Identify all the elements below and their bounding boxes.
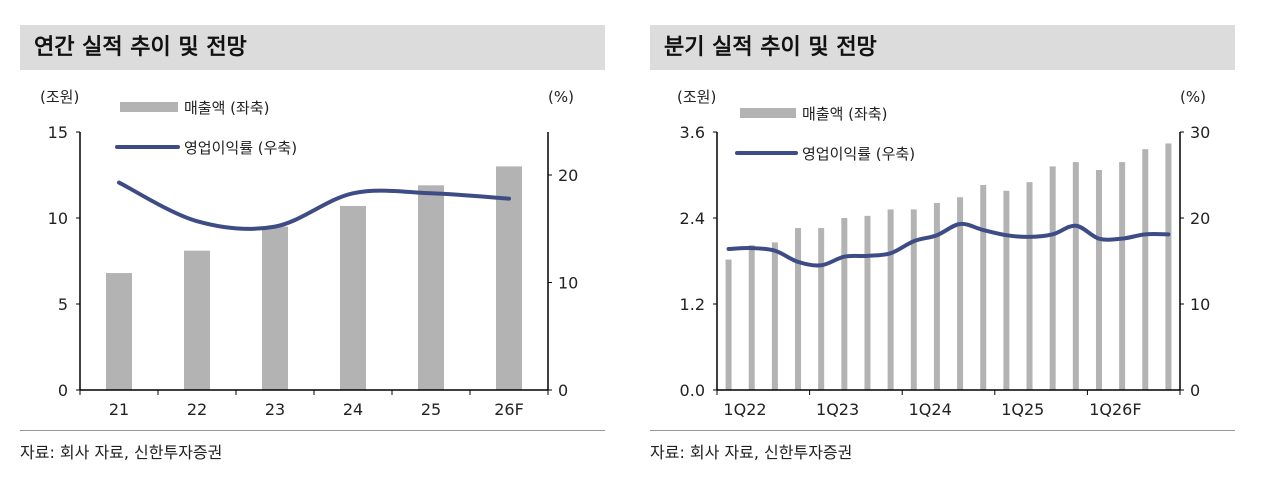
- y-tick-label: 2.4: [680, 209, 705, 228]
- bar-4Q23: [887, 209, 894, 390]
- legend-bar-swatch: [120, 102, 178, 112]
- bar-3Q25: [1049, 166, 1056, 390]
- right-unit: (%): [1180, 88, 1206, 106]
- chart-title: 분기 실적 추이 및 전망: [650, 25, 1235, 70]
- x-tick-label: 22: [187, 400, 207, 419]
- margin-line: [117, 180, 511, 231]
- bar-23: [262, 226, 288, 390]
- y-tick-label: 15: [48, 123, 68, 142]
- source-note: 자료: 회사 자료, 신한투자증권: [20, 443, 223, 462]
- bar-3Q23: [864, 215, 871, 390]
- chart-title: 연간 실적 추이 및 전망: [20, 25, 605, 70]
- y-tick-label: 1.2: [680, 295, 705, 314]
- y-tick-label: 10: [48, 209, 68, 228]
- bar-3Q24: [957, 197, 964, 390]
- bar-4Q22: [795, 228, 802, 390]
- bar-4Q25: [1072, 162, 1079, 390]
- bar-3Q22: [771, 242, 778, 390]
- legend-line-label: 영업이익률 (우축): [802, 145, 915, 163]
- legend-line-label: 영업이익률 (우축): [184, 139, 297, 157]
- bar-4Q26F: [1165, 143, 1172, 390]
- bar-21: [106, 273, 132, 390]
- bar-26F: [496, 166, 522, 390]
- y2-tick-label: 20: [558, 166, 578, 185]
- bar-22: [184, 250, 210, 390]
- bar-4Q24: [980, 185, 987, 390]
- annual-chart-panel: 연간 실적 추이 및 전망 0 5 10 15 0 10 20 21 22 23 24 25 26F (조…: [20, 25, 605, 465]
- left-unit: (조원): [677, 88, 716, 106]
- annual-chart: 0 5 10 15 0 10 20 21 22 23 24 25 26F (조원) (%) 매출액 (좌축) 영…: [40, 88, 578, 419]
- x-tick-label: 25: [421, 400, 441, 419]
- y2-tick-label: 10: [1190, 295, 1210, 314]
- bar-1Q24: [910, 209, 917, 390]
- bar-2Q25: [1026, 182, 1033, 390]
- y2-tick-label: 20: [1190, 209, 1210, 228]
- y2-tick-label: 10: [558, 274, 578, 293]
- x-tick-label: 1Q24: [909, 400, 952, 419]
- y-tick-label: 0.0: [680, 381, 705, 400]
- bar-1Q25: [1003, 190, 1010, 390]
- quarterly-chart: 0.0 1.2 2.4 3.6 0 10 20 30 1Q22 1Q23 1Q24 1Q25 1Q26F…: [677, 88, 1210, 419]
- y-tick-label: 0: [58, 381, 68, 400]
- x-tick-label: 23: [265, 400, 285, 419]
- y-tick-label: 3.6: [680, 123, 705, 142]
- x-tick-label: 26F: [494, 400, 524, 419]
- bar-2Q22: [748, 245, 755, 390]
- bar-2Q26F: [1119, 162, 1126, 390]
- bar-1Q23: [818, 228, 825, 390]
- x-tick-label: 1Q25: [1001, 400, 1044, 419]
- divider: [650, 430, 1235, 431]
- y2-tick-label: 0: [1190, 381, 1200, 400]
- bar-2Q24: [933, 202, 940, 390]
- x-tick-label: 1Q23: [816, 400, 859, 419]
- divider: [20, 430, 605, 431]
- bar-2Q23: [841, 218, 848, 390]
- legend-bar-label: 매출액 (좌축): [802, 105, 887, 123]
- right-unit: (%): [548, 88, 574, 106]
- margin-line: [726, 221, 1171, 268]
- legend-bar-swatch: [740, 108, 796, 118]
- x-tick-label: 24: [343, 400, 363, 419]
- source-note: 자료: 회사 자료, 신한투자증권: [650, 443, 853, 462]
- bar-1Q22: [725, 259, 732, 390]
- bar-3Q26F: [1142, 149, 1149, 390]
- x-tick-label: 1Q22: [723, 400, 766, 419]
- legend-bar-label: 매출액 (좌축): [184, 99, 269, 117]
- x-tick-label: 1Q26F: [1089, 400, 1141, 419]
- left-unit: (조원): [40, 88, 79, 106]
- bar-1Q26F: [1095, 169, 1102, 390]
- y2-tick-label: 0: [558, 381, 568, 400]
- x-tick-label: 21: [109, 400, 129, 419]
- y-tick-label: 5: [58, 295, 68, 314]
- y2-tick-label: 30: [1190, 123, 1210, 142]
- quarterly-chart-panel: 분기 실적 추이 및 전망 0.0 1.2 2.4 3.6 0 10 20 30 1Q22 1Q2…: [650, 25, 1235, 465]
- bar-25: [418, 185, 444, 390]
- bar-24: [340, 205, 366, 390]
